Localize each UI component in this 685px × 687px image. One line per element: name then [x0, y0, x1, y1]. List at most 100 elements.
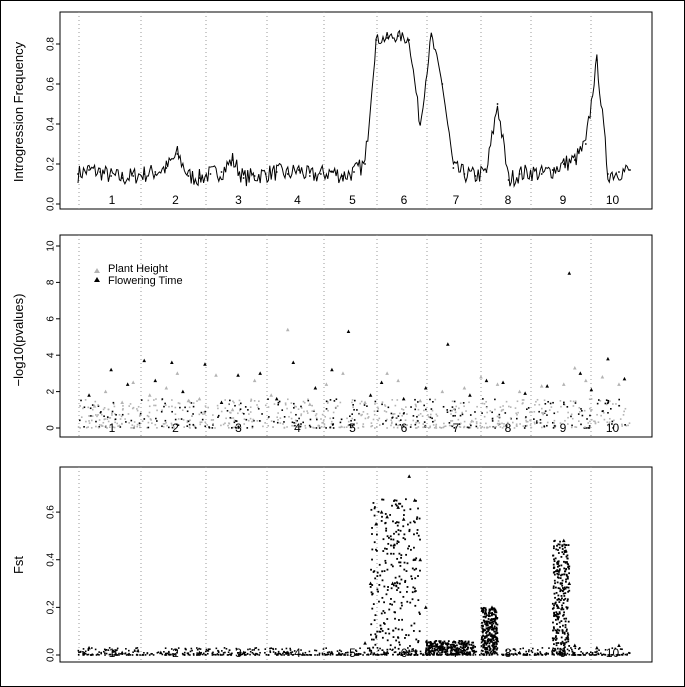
fst-cluster-point	[425, 647, 428, 650]
baseline-point	[97, 426, 100, 429]
fst-cluster-point	[410, 652, 413, 655]
fst-baseline-point	[419, 652, 422, 655]
baseline-point	[358, 413, 361, 416]
fst-cluster-point	[567, 638, 570, 641]
fst-baseline-point	[325, 653, 327, 656]
baseline-point	[624, 407, 627, 410]
baseline-point	[450, 424, 453, 427]
fst-cluster-point	[481, 650, 484, 652]
fst-cluster-point	[565, 573, 568, 576]
baseline-point	[207, 406, 209, 409]
fst-cluster-point	[493, 613, 496, 616]
x-tick-label: 5	[349, 421, 356, 435]
fst-cluster-point	[557, 543, 560, 546]
fst-cluster-point	[555, 618, 557, 621]
baseline-point	[214, 427, 216, 429]
baseline-point	[449, 409, 452, 412]
fst-cluster-point	[400, 578, 403, 581]
fst-point	[484, 633, 489, 638]
fst-baseline-point	[290, 651, 292, 654]
fst-cluster-point	[486, 634, 489, 637]
fst-cluster-point	[381, 630, 384, 632]
fst-baseline-point	[207, 650, 210, 652]
baseline-point	[148, 405, 151, 408]
fst-cluster-point	[439, 640, 442, 643]
baseline-point	[613, 425, 615, 428]
fst-baseline-point	[142, 653, 144, 656]
baseline-point	[597, 399, 600, 401]
fst-baseline-point	[400, 654, 402, 656]
flowering-time-point	[484, 378, 489, 383]
fst-cluster-point	[567, 636, 569, 639]
fst-cluster-point	[378, 563, 381, 566]
fst-cluster-point	[566, 577, 569, 580]
fst-cluster-point	[560, 642, 562, 644]
x-tick-label: 6	[401, 646, 408, 660]
fst-cluster-point	[428, 646, 431, 649]
introgression-point	[529, 171, 532, 173]
fst-baseline-point	[134, 650, 136, 652]
baseline-point	[290, 411, 292, 414]
fst-cluster-point	[390, 552, 392, 555]
baseline-point	[204, 405, 207, 407]
fst-baseline-point	[83, 652, 86, 654]
baseline-point	[431, 420, 434, 423]
baseline-point	[351, 424, 353, 427]
baseline-point	[500, 410, 503, 412]
fst-cluster-point	[480, 638, 483, 641]
fst-baseline-point	[595, 653, 598, 656]
fst-baseline-point	[281, 654, 283, 656]
fst-baseline-point	[363, 651, 366, 654]
fst-cluster-point	[403, 568, 406, 571]
fst-baseline-point	[407, 647, 409, 649]
fst-cluster-point	[373, 507, 376, 510]
baseline-point	[378, 417, 381, 420]
fst-baseline-point	[551, 653, 554, 656]
baseline-point	[442, 426, 445, 429]
fst-baseline-point	[206, 649, 209, 652]
fst-cluster-point	[565, 550, 568, 553]
fst-cluster-point	[485, 612, 488, 615]
baseline-point	[136, 425, 139, 428]
fst-cluster-point	[417, 534, 420, 537]
fst-cluster-point	[399, 607, 402, 610]
baseline-point	[495, 425, 497, 428]
baseline-point	[90, 415, 92, 417]
fst-baseline-point	[536, 653, 539, 656]
baseline-point	[282, 423, 284, 425]
fst-baseline-point	[228, 649, 231, 652]
fst-cluster-point	[554, 636, 557, 639]
fst-cluster-point	[384, 513, 387, 515]
fst-baseline-point	[526, 654, 529, 656]
fst-baseline-point	[82, 654, 85, 656]
baseline-point	[422, 423, 425, 425]
baseline-point	[311, 410, 314, 412]
baseline-point	[147, 415, 150, 418]
fst-baseline-point	[136, 653, 138, 656]
fst-cluster-point	[436, 652, 438, 655]
fst-cluster-point	[493, 607, 496, 610]
fst-baseline-point	[608, 654, 611, 656]
fst-cluster-point	[559, 626, 561, 628]
fst-cluster-point	[556, 576, 559, 579]
fst-cluster-point	[561, 551, 564, 554]
fst-baseline-point	[291, 654, 294, 656]
fst-cluster-point	[487, 627, 490, 629]
baseline-point	[353, 408, 355, 411]
baseline-point	[87, 426, 89, 428]
baseline-point	[193, 424, 195, 427]
fst-baseline-point	[168, 652, 170, 654]
fst-baseline-point	[398, 651, 401, 654]
baseline-point	[175, 423, 178, 426]
fst-cluster-point	[556, 569, 559, 572]
fst-cluster-point	[373, 619, 376, 622]
fst-baseline-point	[244, 651, 247, 654]
fst-cluster-point	[554, 639, 557, 641]
fst-baseline-point	[501, 653, 503, 656]
y-tick-label: 0.4	[46, 552, 57, 566]
baseline-point	[235, 420, 237, 422]
baseline-point	[85, 426, 88, 429]
baseline-point	[459, 402, 462, 405]
fst-baseline-point	[163, 650, 165, 653]
fst-cluster-point	[496, 631, 499, 634]
